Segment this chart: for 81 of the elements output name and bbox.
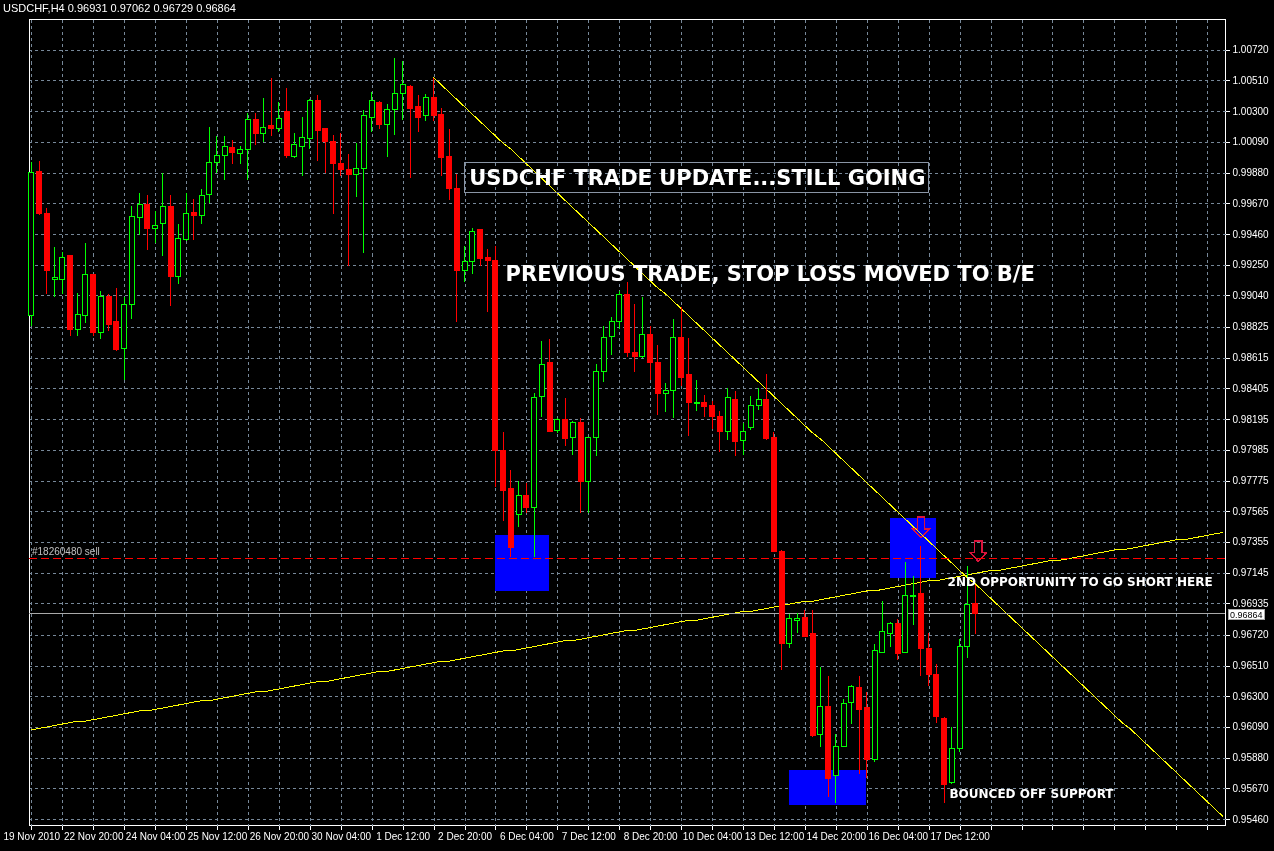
candlestick (268, 77, 275, 137)
candlestick (972, 584, 979, 635)
annotation: BOUNCED OFF SUPPORT (949, 786, 1115, 801)
candlestick (198, 188, 205, 225)
candlestick (213, 135, 220, 174)
y-tick-label: 0.97775 (1232, 475, 1270, 487)
candlestick (159, 172, 166, 257)
y-tick-label: 0.99670 (1232, 197, 1270, 209)
y-tick-label: 0.99880 (1232, 167, 1270, 179)
candlestick (856, 675, 863, 775)
x-tick-label: 16 Dec 04:00 (868, 830, 929, 842)
candlestick (221, 135, 228, 181)
candlestick (639, 296, 646, 359)
x-tick-label: 17 Dec 12:00 (930, 830, 991, 842)
x-tick-label: 19 Nov 2010 (3, 830, 61, 842)
candlestick (631, 303, 638, 373)
candlestick (569, 420, 576, 456)
y-tick-label: 0.98615 (1232, 352, 1270, 364)
candlestick (368, 91, 375, 133)
x-tick-label: 8 Dec 20:00 (623, 830, 679, 842)
x-tick-label: 30 Nov 04:00 (311, 830, 372, 842)
x-tick-label: 10 Dec 04:00 (682, 830, 743, 842)
chart-title: USDCHF,H4 0.96931 0.97062 0.96729 0.96864 (2, 2, 236, 14)
candlestick (562, 397, 569, 447)
candlestick (229, 139, 236, 165)
candlestick (740, 422, 747, 456)
y-tick-label: 0.95460 (1232, 813, 1270, 825)
y-tick-label: 1.00300 (1232, 105, 1270, 117)
x-tick-label: 22 Nov 20:00 (63, 830, 124, 842)
y-tick-label: 0.97985 (1232, 444, 1270, 456)
y-tick-label: 0.99460 (1232, 228, 1270, 240)
y-tick-label: 0.96720 (1232, 629, 1270, 641)
y-tick-label: 0.95670 (1232, 782, 1270, 794)
y-tick-label: 0.99040 (1232, 289, 1270, 301)
y-tick-label: 0.99250 (1232, 259, 1270, 271)
candlestick (887, 621, 894, 648)
candlestick (152, 210, 159, 244)
y-tick-label: 0.98195 (1232, 413, 1270, 425)
candlestick (353, 142, 360, 198)
y-tick-label: 0.97355 (1232, 536, 1270, 548)
candlestick (275, 101, 282, 133)
x-tick-label: 6 Dec 04:00 (499, 830, 555, 842)
y-tick-label: 0.97565 (1232, 505, 1270, 517)
y-tick-label: 0.96090 (1232, 721, 1270, 733)
candlestick (716, 410, 723, 453)
x-tick-label: 14 Dec 20:00 (806, 830, 867, 842)
x-tick-label: 13 Dec 12:00 (744, 830, 805, 842)
y-tick-label: 1.00510 (1232, 74, 1270, 86)
candlestick (299, 116, 306, 177)
y-tick-label: 0.95880 (1232, 752, 1270, 764)
y-tick-label: 0.96300 (1232, 690, 1270, 702)
candlestick (376, 100, 383, 130)
x-tick-label: 7 Dec 12:00 (561, 830, 617, 842)
candlestick (330, 134, 337, 215)
x-tick-label: 24 Nov 04:00 (125, 830, 186, 842)
candlestick (523, 482, 530, 514)
y-tick-label: 0.98825 (1232, 321, 1270, 333)
y-tick-label: 1.00090 (1232, 136, 1270, 148)
candlestick (515, 480, 522, 528)
candlestick (144, 194, 151, 251)
candlestick (190, 198, 197, 241)
candlestick (291, 132, 298, 159)
y-tick-label: 1.00720 (1232, 44, 1270, 56)
x-tick-label: 25 Nov 12:00 (187, 830, 248, 842)
candlestick (391, 58, 398, 136)
x-tick-label: 2 Dec 20:00 (438, 830, 493, 842)
y-tick-label: 0.97145 (1232, 567, 1270, 579)
y-tick-label: 0.96510 (1232, 660, 1270, 672)
candlestick (693, 379, 700, 412)
y-tick-label: 0.98405 (1232, 382, 1270, 394)
x-tick-label: 1 Dec 12:00 (376, 830, 431, 842)
candlestick (848, 684, 855, 725)
y-tick-label: 0.96935 (1232, 597, 1270, 609)
candlestick (399, 60, 406, 121)
candlestick (384, 103, 391, 157)
x-tick-label: 26 Nov 20:00 (249, 830, 310, 842)
candlestick (252, 112, 259, 146)
candlestick (260, 97, 267, 143)
ref-line-label: #18260480 sell (32, 545, 100, 557)
candlestick (422, 93, 429, 122)
candlestick (801, 609, 808, 637)
